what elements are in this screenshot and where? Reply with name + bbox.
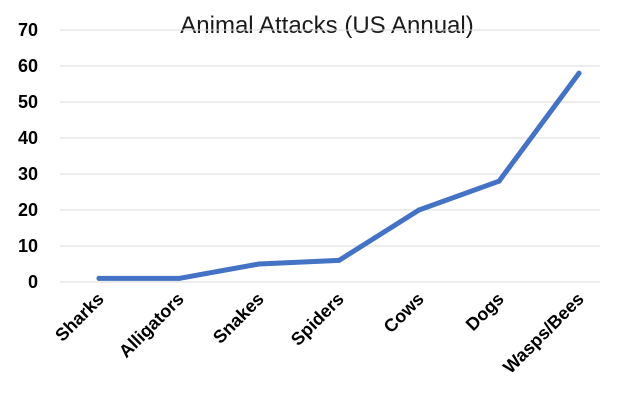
x-tick-label-spiders: Spiders (287, 289, 348, 350)
series-group (96, 70, 582, 281)
y-axis-tick-labels: 0 10 20 30 40 50 60 70 (18, 20, 38, 292)
y-tick-label-40: 40 (18, 128, 38, 148)
y-tick-label-10: 10 (18, 236, 38, 256)
data-point-sharks (96, 275, 102, 281)
x-axis-tick-labels: Sharks Alligators Snakes Spiders Cows DogsWas… (51, 289, 588, 378)
data-point-dogs (496, 178, 502, 184)
data-point-spiders (336, 257, 342, 263)
y-tick-label-70: 70 (18, 20, 38, 40)
data-point-alligators (176, 275, 182, 281)
y-tick-label-30: 30 (18, 164, 38, 184)
data-point-snakes (256, 261, 262, 267)
chart-title: Animal Attacks (US Annual) (180, 12, 473, 39)
x-tick-label-wasps-bees: Wasps/Bees (499, 289, 588, 378)
x-tick-label-snakes: Snakes (209, 289, 268, 348)
y-tick-label-50: 50 (18, 92, 38, 112)
series-line-0 (96, 70, 582, 281)
gridlines (60, 29, 600, 283)
x-tick-label-sharks: Sharks (51, 289, 108, 346)
data-point-wasps-bees (576, 70, 582, 76)
data-point-cows (416, 207, 422, 213)
x-tick-label-alligators: Alligators (115, 289, 188, 362)
y-tick-label-20: 20 (18, 200, 38, 220)
x-tick-label-cows: Cows (380, 289, 428, 337)
y-tick-label-60: 60 (18, 56, 38, 76)
x-tick-label-dogs: Dogs (462, 289, 508, 335)
y-tick-label-0: 0 (28, 272, 38, 292)
